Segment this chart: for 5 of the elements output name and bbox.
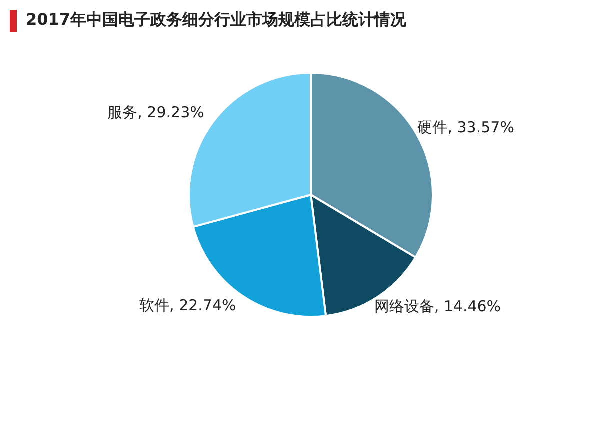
slice-label: 网络设备, 14.46%: [374, 297, 502, 316]
slice-label: 硬件, 33.57%: [418, 118, 514, 137]
slice-label: 服务, 29.23%: [108, 103, 204, 122]
slice-label: 软件, 22.74%: [140, 296, 236, 314]
chart-title: 2017年中国电子政务细分行业市场规模占比统计情况: [26, 10, 407, 31]
